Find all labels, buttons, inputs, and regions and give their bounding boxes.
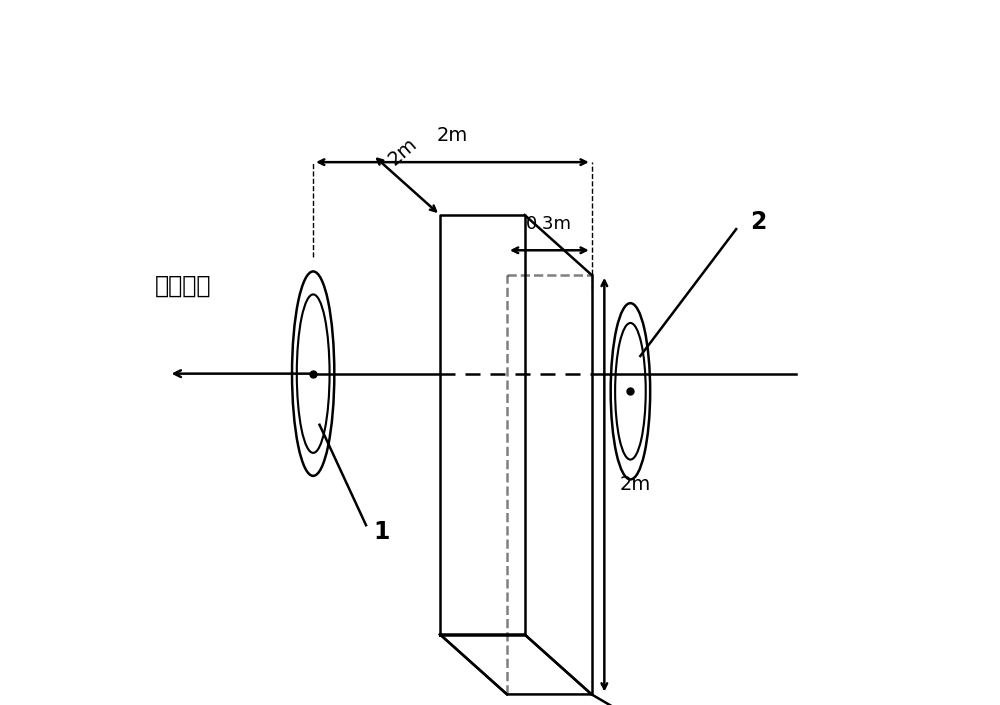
Text: 2m: 2m [620,475,651,494]
Text: 2: 2 [750,210,767,234]
Text: 2m: 2m [385,135,421,169]
Text: 2m: 2m [437,125,468,145]
Text: 轴线方向: 轴线方向 [155,274,211,298]
Text: 1: 1 [373,520,389,544]
Text: 0.3m: 0.3m [526,214,572,233]
